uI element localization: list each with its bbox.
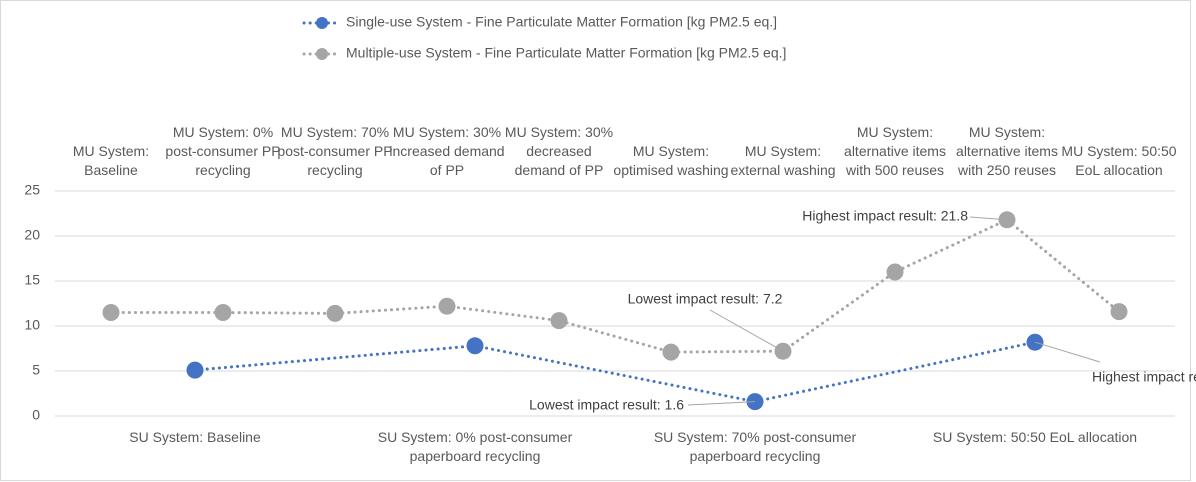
annotation: Highest impact result: 21.8 <box>802 208 968 224</box>
point <box>102 304 120 321</box>
y-tick-label: 15 <box>24 272 40 288</box>
x-tick-label: SU System: Baseline <box>129 429 261 445</box>
series-line <box>109 218 1121 354</box>
annotation: Lowest impact result: 7.2 <box>628 291 783 307</box>
x-tick-label: MU System: alternative items with 500 re… <box>844 124 946 178</box>
y-tick-label: 10 <box>24 317 40 333</box>
x-tick-label: MU System: 70% post-consumer PP recyclin… <box>277 124 393 178</box>
x-tick-label: MU System: 0% post-consumer PP recycling <box>165 124 281 178</box>
x-tick-label: MU System: 30% increased demand of PP <box>389 124 505 178</box>
point <box>1110 303 1128 321</box>
point <box>466 337 484 355</box>
y-tick-label: 20 <box>24 227 40 243</box>
x-tick-label: MU System: 50:50 EoL allocation <box>1061 143 1177 178</box>
point <box>214 304 232 321</box>
legend-label: Single-use System - Fine Particulate Mat… <box>346 14 777 30</box>
point <box>550 312 568 330</box>
annotation: Lowest impact result: 1.6 <box>529 397 684 413</box>
point <box>438 297 456 315</box>
annotation-leader <box>1034 341 1101 363</box>
point <box>662 343 680 361</box>
y-tick-label: 25 <box>24 182 40 198</box>
point <box>886 263 904 281</box>
y-tick-label: 5 <box>32 362 40 378</box>
x-tick-label: MU System: optimised washing <box>613 143 729 178</box>
legend-marker <box>316 48 328 60</box>
annotation-leader <box>687 401 756 406</box>
point <box>186 361 204 379</box>
x-tick-label: SU System: 0% post-consumer paperboard r… <box>377 429 573 464</box>
x-tick-label: MU System: Baseline <box>72 143 150 178</box>
x-tick-label: MU System: 30% decreased demand of PP <box>504 124 614 178</box>
x-tick-label: SU System: 50:50 EoL allocation <box>932 429 1138 445</box>
annotation: Highest impact result: 8.2 <box>1092 369 1196 385</box>
x-tick-label: MU System: external washing <box>730 143 836 178</box>
y-tick-label: 0 <box>32 407 40 423</box>
point <box>326 304 344 322</box>
legend-label: Multiple-use System - Fine Particulate M… <box>346 45 786 61</box>
annotation-leader <box>709 309 784 352</box>
series-line <box>193 340 1037 404</box>
annotation-leader <box>969 216 1008 221</box>
x-tick-label: MU System: alternative items with 250 re… <box>956 124 1058 178</box>
legend-marker <box>316 17 328 29</box>
x-tick-label: SU System: 70% post-consumer paperboard … <box>653 429 857 464</box>
